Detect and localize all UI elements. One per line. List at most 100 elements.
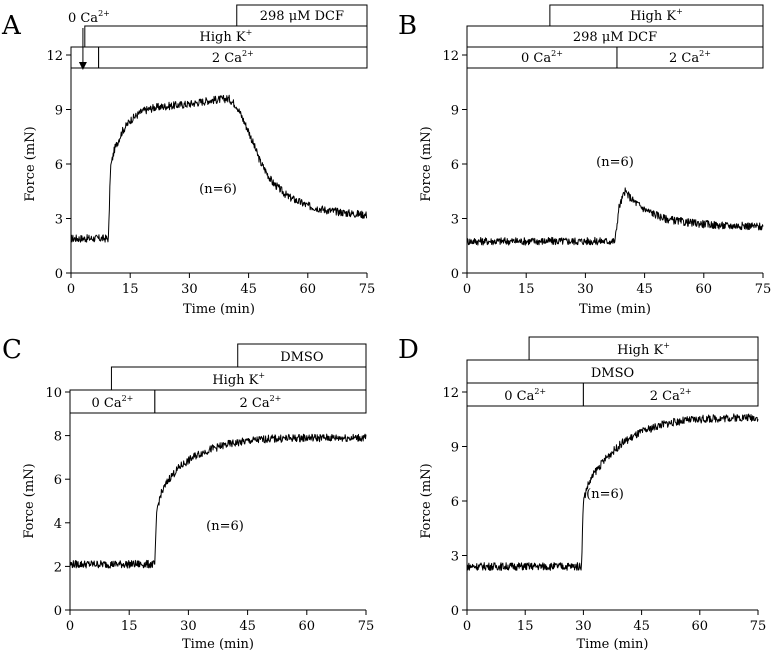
y-tick-label: 4 — [54, 517, 62, 532]
protocol-bar-label: High K+ — [617, 341, 670, 358]
force-trace — [69, 433, 367, 569]
y-tick-label: 0 — [54, 604, 62, 619]
y-tick-label: 12 — [46, 49, 63, 64]
x-tick-label: 0 — [463, 282, 471, 297]
protocol-bar: High K+ — [110, 366, 367, 391]
y-tick-label: 9 — [451, 104, 459, 119]
y-tick-label: 3 — [55, 213, 63, 228]
protocol-bar-label-superscript: 2+ — [551, 49, 563, 58]
x-tick-label: 60 — [692, 619, 709, 634]
x-axis-label: Time (min) — [182, 637, 254, 652]
y-tick-label: 9 — [451, 441, 459, 456]
protocol-bar-label-text: High K — [200, 30, 246, 45]
protocol-bar-label-text: 0 Ca — [91, 396, 121, 411]
protocol-bar-label-superscript: + — [246, 28, 253, 37]
protocol-bar-box — [616, 46, 764, 69]
x-tick-label: 75 — [359, 282, 376, 297]
y-tick-label: 12 — [442, 386, 459, 401]
y-tick-label: 10 — [45, 386, 62, 401]
x-tick-label: 0 — [66, 619, 74, 634]
force-trace — [466, 413, 759, 571]
protocol-bar-box — [98, 46, 368, 69]
x-tick-label: 60 — [299, 619, 316, 634]
x-tick-label: 60 — [300, 282, 317, 297]
arrow-label-superscript: 2+ — [98, 9, 110, 18]
x-tick-label: 15 — [518, 282, 535, 297]
protocol-bar-label: High K+ — [200, 28, 253, 45]
x-tick-label: 0 — [463, 619, 471, 634]
protocol-bar-label: DMSO — [280, 350, 323, 365]
protocol-bar-label: High K+ — [630, 7, 683, 24]
protocol-bar-label: 0 Ca2+ — [91, 394, 133, 411]
x-tick-label: 30 — [575, 619, 592, 634]
protocol-bar-label-text: 298 μM DCF — [260, 9, 344, 24]
protocol-bar: 0 Ca2+ — [466, 382, 584, 407]
protocol-bar-label-superscript: + — [676, 7, 683, 16]
protocol-bar-label: 0 Ca2+ — [504, 387, 546, 404]
y-tick-label: 9 — [55, 104, 63, 119]
y-tick-label: 3 — [451, 213, 459, 228]
y-tick-label: 3 — [451, 550, 459, 565]
x-tick-label: 15 — [122, 282, 139, 297]
x-tick-label: 45 — [239, 619, 256, 634]
protocol-bar: DMSO — [466, 359, 759, 384]
protocol-bar: High K+ — [549, 4, 764, 27]
x-tick-label: 15 — [517, 619, 534, 634]
y-tick-label: 6 — [451, 495, 459, 510]
force-trace — [70, 94, 368, 243]
x-tick-label: 75 — [755, 282, 772, 297]
x-axis-label: Time (min) — [577, 637, 649, 652]
y-axis-label: Force (mN) — [419, 126, 434, 201]
protocol-bar-label: DMSO — [591, 366, 634, 381]
x-axis-label: Time (min) — [183, 302, 255, 317]
x-tick-label: 75 — [750, 619, 767, 634]
x-tick-label: 0 — [67, 282, 75, 297]
panel-letter: C — [2, 335, 22, 365]
protocol-bar-label-text: 298 μM DCF — [573, 30, 657, 45]
protocol-bar-label-text: 2 Ca — [669, 51, 699, 66]
protocol-bar: High K+ — [84, 25, 368, 48]
protocol-bar-label-text: DMSO — [591, 366, 634, 381]
protocol-bar: 0 Ca2+ — [466, 46, 618, 69]
protocol-bar: 298 μM DCF — [236, 4, 368, 27]
x-tick-label: 30 — [180, 619, 197, 634]
y-axis-label: Force (mN) — [23, 126, 38, 201]
panel-d: D High K+ DMSO 0 Ca2+ 2 Ca2+ 0 3 6 9 12 0 15 30 45 60 7… — [398, 335, 766, 652]
y-tick-label: 6 — [55, 158, 63, 173]
x-tick-label: 30 — [577, 282, 594, 297]
x-tick-label: 75 — [358, 619, 375, 634]
x-tick-label: 45 — [636, 282, 653, 297]
protocol-bar-box — [582, 382, 759, 407]
y-tick-label: 0 — [451, 604, 459, 619]
n-annotation: (n=6) — [586, 487, 624, 502]
protocol-bar: High K+ — [528, 336, 759, 361]
n-annotation: (n=6) — [596, 155, 634, 170]
y-tick-label: 6 — [451, 158, 459, 173]
arrow-head — [78, 62, 87, 70]
protocol-bar: 298 μM DCF — [466, 25, 764, 48]
y-tick-label: 6 — [54, 473, 62, 488]
arrow-annotation: 0 Ca2+ — [68, 9, 110, 70]
protocol-bar-label: 0 Ca2+ — [521, 49, 563, 66]
protocol-bar: 0 Ca2+ — [69, 389, 156, 414]
protocol-bar-label-superscript: 2+ — [680, 387, 692, 396]
panel-letter: D — [398, 335, 419, 365]
protocol-bar-label-text: DMSO — [280, 350, 323, 365]
x-tick-label: 45 — [633, 619, 650, 634]
protocol-bar-label-text: 2 Ca — [212, 51, 242, 66]
protocol-bar-label-superscript: + — [663, 341, 670, 350]
x-tick-label: 45 — [240, 282, 257, 297]
protocol-bar-label-text: 0 Ca — [521, 51, 551, 66]
protocol-bar: DMSO — [237, 343, 367, 368]
n-annotation: (n=6) — [206, 519, 244, 534]
protocol-bar: 2 Ca2+ — [582, 382, 759, 407]
protocol-bar-label: 298 μM DCF — [573, 30, 657, 45]
x-tick-label: 15 — [121, 619, 138, 634]
x-axis-label: Time (min) — [579, 302, 651, 317]
protocol-bar-label-superscript: 2+ — [270, 394, 282, 403]
x-tick-label: 30 — [181, 282, 198, 297]
